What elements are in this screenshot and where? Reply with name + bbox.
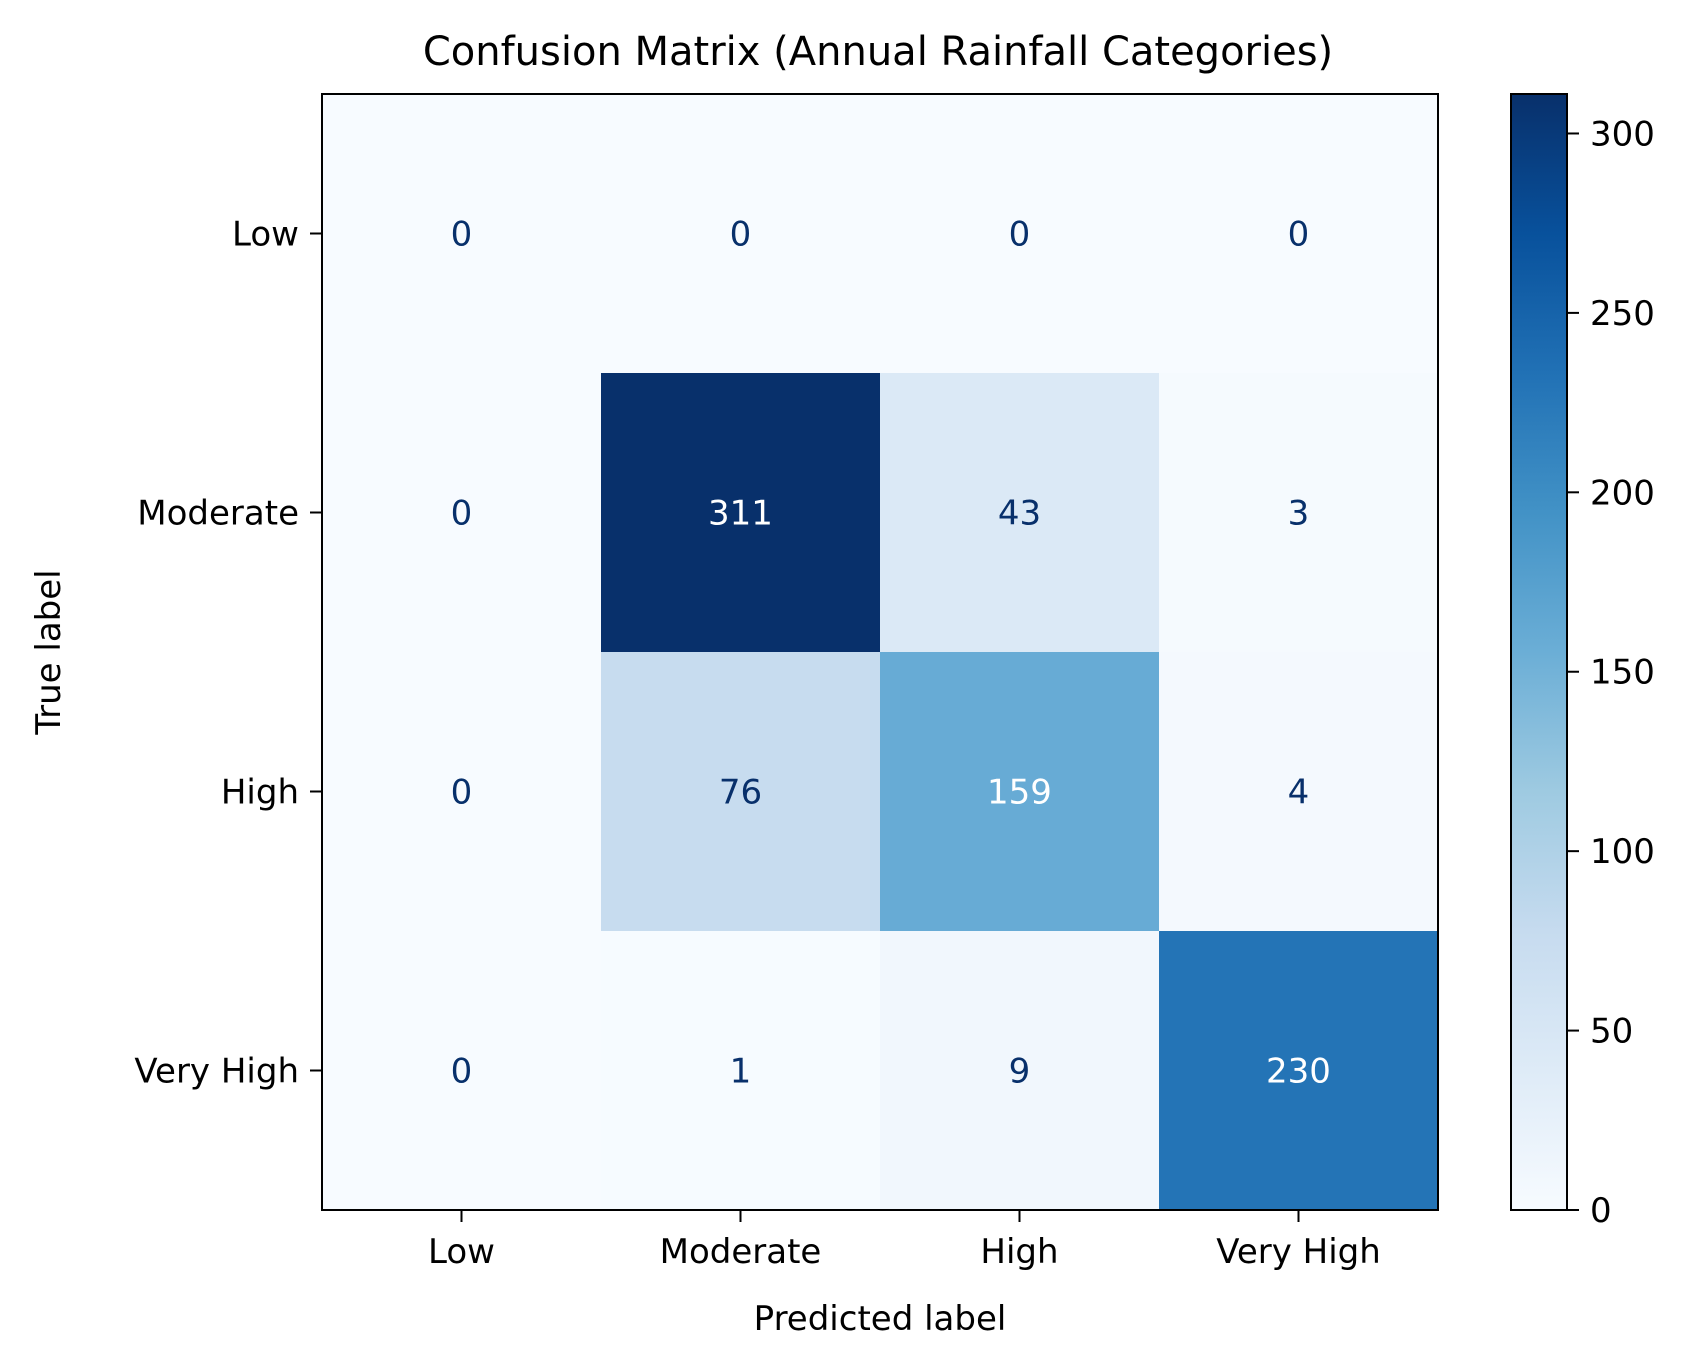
cell-value-label: 0 xyxy=(451,773,473,813)
heatmap-cell xyxy=(880,931,1160,1211)
cell-value-label: 0 xyxy=(451,494,473,534)
cell-value-label: 0 xyxy=(1009,215,1031,255)
heatmap-cell xyxy=(601,652,881,932)
cell-value-label: 0 xyxy=(451,1052,473,1092)
colorbar-gradient xyxy=(1511,94,1567,1210)
colorbar-ticks: 0 50 100 150 200 250 300 xyxy=(1567,114,1655,1231)
x-tick-label: Moderate xyxy=(660,1232,822,1272)
colorbar: 0 50 100 150 200 250 300 xyxy=(1510,93,1655,1231)
cell-value-label: 0 xyxy=(730,215,752,255)
y-axis-ticks: Low Moderate High Very High xyxy=(134,215,322,1092)
heatmap-cell xyxy=(322,931,602,1211)
colorbar-tick-label: 0 xyxy=(1590,1191,1612,1231)
x-tick-label: Very High xyxy=(1216,1232,1381,1272)
heatmap-cell xyxy=(322,373,602,653)
colorbar-tick-label: 100 xyxy=(1590,832,1655,872)
heatmap-cell xyxy=(601,931,881,1211)
colorbar-tick-label: 300 xyxy=(1590,114,1655,154)
colorbar-tick-label: 250 xyxy=(1590,294,1655,334)
cell-value-label: 3 xyxy=(1288,494,1310,534)
cell-value-label: 4 xyxy=(1288,773,1310,813)
x-tick-label: High xyxy=(980,1232,1058,1272)
colorbar-frame xyxy=(1510,93,1568,1211)
heatmap-cell xyxy=(601,373,881,653)
cell-value-label: 311 xyxy=(708,494,773,534)
y-tick-label: Low xyxy=(232,215,299,255)
heatmap-cell xyxy=(880,652,1160,932)
heatmap-cell xyxy=(880,94,1160,374)
heatmap-cell xyxy=(322,94,602,374)
cell-value-label: 1 xyxy=(730,1052,752,1092)
heatmap-cell xyxy=(601,94,881,374)
cell-value-label: 76 xyxy=(719,773,762,813)
cell-value-label: 43 xyxy=(998,494,1041,534)
heatmap-cell xyxy=(322,652,602,932)
cell-value-label: 0 xyxy=(451,215,473,255)
heatmap-cell xyxy=(1159,931,1439,1211)
y-tick-label: High xyxy=(221,773,299,813)
colorbar-tick-label: 200 xyxy=(1590,473,1655,513)
chart-title: Confusion Matrix (Annual Rainfall Catego… xyxy=(423,29,1333,75)
cell-value-label: 9 xyxy=(1009,1052,1031,1092)
heatmap-cells: 0 0 0 0 0 311 43 3 0 76 159 4 0 1 9 230 xyxy=(322,94,1439,1211)
colorbar-tick-label: 50 xyxy=(1590,1012,1633,1052)
heatmap-cell xyxy=(1159,373,1439,653)
plot-frame xyxy=(321,93,1439,1211)
heatmap-cell xyxy=(1159,652,1439,932)
x-axis-label: Predicted label xyxy=(754,1299,1007,1339)
heatmap-cell xyxy=(1159,94,1439,374)
cell-value-label: 0 xyxy=(1288,215,1310,255)
heatmap-cell xyxy=(880,373,1160,653)
x-axis-ticks: Low Moderate High Very High xyxy=(428,1210,1381,1272)
y-tick-label: Moderate xyxy=(137,494,299,534)
colorbar-tick-label: 150 xyxy=(1590,653,1655,693)
y-axis-label: True label xyxy=(29,569,69,735)
x-tick-label: Low xyxy=(428,1232,495,1272)
cell-value-label: 159 xyxy=(987,773,1052,813)
y-tick-label: Very High xyxy=(134,1052,299,1092)
cell-value-label: 230 xyxy=(1266,1052,1331,1092)
